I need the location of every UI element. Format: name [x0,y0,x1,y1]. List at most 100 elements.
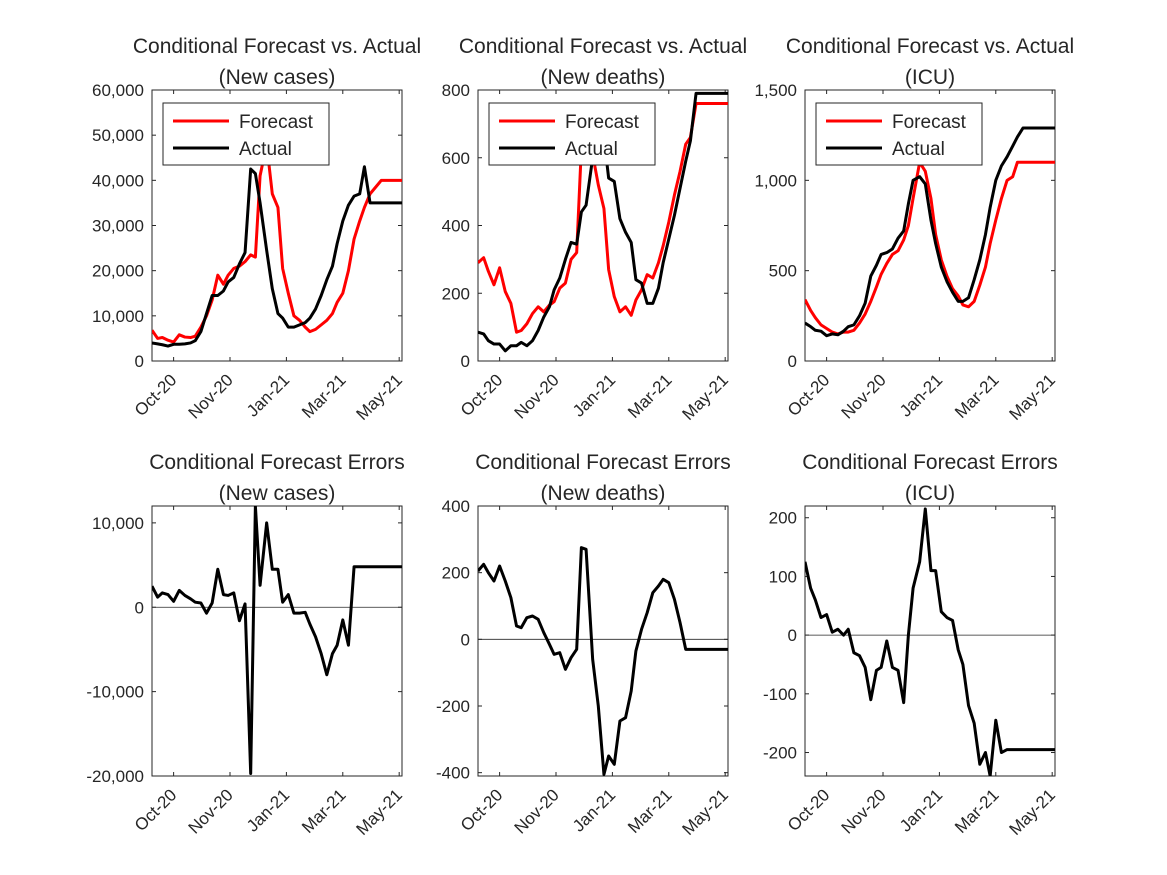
chart-5: Conditional Forecast Errors (ICU) -200 -100… [763,451,1059,839]
chart-3-ytick-label: 0 [135,598,144,617]
chart-0-title-line-1: (New cases) [219,66,336,89]
chart-4-xtick-label: Oct-20 [457,785,507,835]
chart-3-title-line-1: (New cases) [219,482,336,505]
chart-2-xtick-label: Mar-21 [951,370,1003,422]
chart-0-ytick-label: 40,000 [92,171,144,190]
chart-2-xtick-label: Oct-20 [784,370,834,420]
chart-4-title-line-0: Conditional Forecast Errors [475,451,731,474]
chart-0-xtick-label: Jan-21 [243,370,293,420]
chart-0-ytick-label: 60,000 [92,81,144,100]
chart-2-ytick-label: 0 [788,352,797,371]
chart-2-xtick-label: Nov-20 [838,370,890,422]
chart-0-xtick-label: Mar-21 [298,370,350,422]
chart-2-series-forecast-line [805,160,1055,336]
chart-1: Conditional Forecast vs. Actual (New deat… [442,35,748,424]
chart-3-ytick-label: -10,000 [86,683,144,702]
chart-0-ytick-label: 20,000 [92,262,144,281]
chart-1-title-line-1: (New deaths) [541,66,666,89]
chart-4-xtick-label: Jan-21 [569,785,619,835]
chart-3-xtick-label: Jan-21 [243,785,293,835]
chart-0-title-line-0: Conditional Forecast vs. Actual [133,35,421,58]
chart-0-series-actual-line [152,165,402,348]
chart-3: Conditional Forecast Errors (New cases) -2… [86,451,406,839]
chart-1-ytick-label: 0 [461,352,470,371]
chart-1-xtick-label: May-21 [678,370,732,424]
chart-1-legend-box [488,102,656,166]
chart-2-legend-label-forecast: Forecast [892,112,967,133]
chart-1-legend-label-forecast: Forecast [565,112,640,133]
chart-2-ytick-label: 500 [769,262,797,281]
chart-1-title-line-0: Conditional Forecast vs. Actual [459,35,747,58]
chart-2-series-actual-line [805,126,1055,338]
chart-0-ytick-label: 30,000 [92,217,144,236]
chart-3-axes-box [151,505,403,777]
chart-1-ytick-label: 200 [442,284,470,303]
chart-2-xtick-label: May-21 [1005,370,1059,424]
chart-0-ytick-label: 10,000 [92,307,144,326]
chart-4-xtick-label: Mar-21 [624,785,676,837]
chart-3-xtick-label: Nov-20 [185,785,237,837]
chart-1-legend-label-actual: Actual [565,139,618,160]
chart-5-xtick-label: Mar-21 [951,785,1003,837]
chart-0-legend-label-actual: Actual [239,139,292,160]
chart-0-xtick-label: May-21 [352,370,406,424]
chart-4-ytick-label: 400 [442,497,470,516]
chart-4-series-error-line [478,546,728,776]
chart-1-series-forecast-line [478,102,728,334]
chart-4-axes-box [477,505,729,777]
chart-1-xtick-label: Oct-20 [457,370,507,420]
chart-2-ytick-label: 1,500 [754,81,797,100]
chart-0-xtick-label: Oct-20 [131,370,181,420]
chart-2-ytick-label: 1,000 [754,171,797,190]
chart-5-title-line-0: Conditional Forecast Errors [802,451,1058,474]
chart-2-legend-box [815,102,983,166]
chart-5-series-error-line [805,507,1055,776]
chart-5-ytick-label: 100 [769,567,797,586]
chart-1-ytick-label: 400 [442,217,470,236]
chart-5-xtick-label: Nov-20 [838,785,890,837]
chart-1-legend: Forecast Actual [488,102,656,166]
chart-0: Conditional Forecast vs. Actual (New case… [92,35,421,424]
chart-5-ytick-label: 0 [788,626,797,645]
chart-5-ytick-label: -200 [763,744,797,763]
chart-0-legend-label-forecast: Forecast [239,112,314,133]
chart-3-ytick-label: 10,000 [92,514,144,533]
chart-3-ytick-label: -20,000 [86,767,144,786]
chart-3-title-line-0: Conditional Forecast Errors [149,451,405,474]
chart-1-ytick-label: 600 [442,149,470,168]
chart-0-legend-box [162,102,330,166]
chart-0-series-forecast-line [152,142,402,344]
chart-0-ytick-label: 50,000 [92,126,144,145]
chart-3-xtick-label: May-21 [352,785,406,839]
chart-4-ytick-label: 200 [442,564,470,583]
chart-4-title-line-1: (New deaths) [541,482,666,505]
chart-5-title-line-1: (ICU) [905,482,955,505]
chart-4-xtick-label: Nov-20 [511,785,563,837]
chart-0-xtick-label: Nov-20 [185,370,237,422]
chart-2-legend-label-actual: Actual [892,139,945,160]
chart-3-series-error-line [152,506,402,775]
chart-5-xtick-label: Oct-20 [784,785,834,835]
chart-0-legend: Forecast Actual [162,102,330,166]
chart-4-ytick-label: -400 [436,764,470,783]
chart-4-xtick-label: May-21 [678,785,732,839]
chart-1-ytick-label: 800 [442,81,470,100]
chart-3-xtick-label: Oct-20 [131,785,181,835]
chart-1-xtick-label: Mar-21 [624,370,676,422]
chart-5-xtick-label: Jan-21 [896,785,946,835]
chart-2: Conditional Forecast vs. Actual (ICU) 0 500… [754,35,1074,424]
chart-2-legend: Forecast Actual [815,102,983,166]
chart-1-xtick-label: Jan-21 [569,370,619,420]
chart-0-ytick-label: 0 [135,352,144,371]
chart-4-ytick-label: 0 [461,630,470,649]
chart-4-ytick-label: -200 [436,697,470,716]
chart-3-xtick-label: Mar-21 [298,785,350,837]
chart-4: Conditional Forecast Errors (New deaths) -… [436,451,732,839]
chart-2-xtick-label: Jan-21 [896,370,946,420]
chart-5-ytick-label: -100 [763,685,797,704]
chart-5-ytick-label: 200 [769,509,797,528]
chart-5-xtick-label: May-21 [1005,785,1059,839]
chart-2-title-line-1: (ICU) [905,66,955,89]
chart-2-title-line-0: Conditional Forecast vs. Actual [786,35,1074,58]
